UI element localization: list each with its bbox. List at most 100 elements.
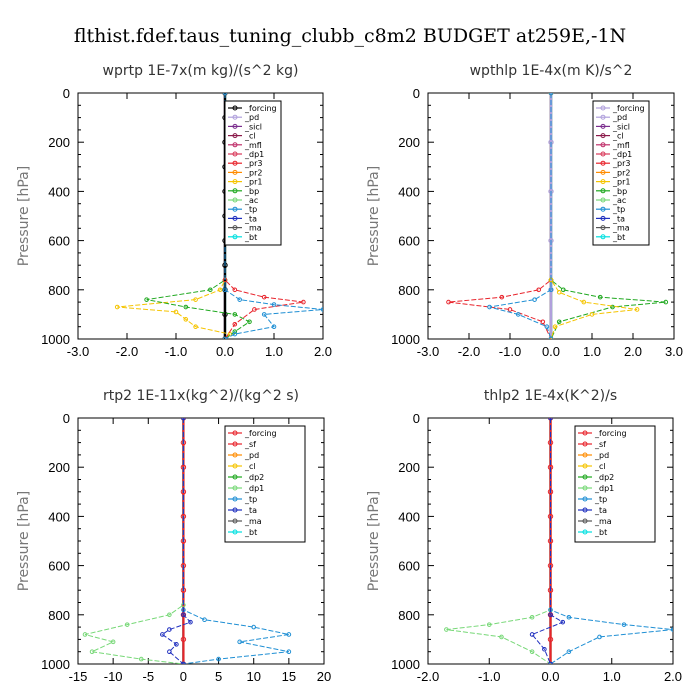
x-tick-label: 0.0 xyxy=(542,344,560,359)
legend-label: _bp xyxy=(244,187,259,196)
data-point xyxy=(124,622,130,627)
legend-label: _tp xyxy=(244,495,257,504)
data-point xyxy=(188,619,193,625)
data-point xyxy=(183,304,189,310)
legend-marker xyxy=(232,507,238,513)
data-point xyxy=(634,307,640,312)
x-tick-label: -2.0 xyxy=(458,344,480,359)
legend-label: _cl xyxy=(594,462,606,471)
legend-label: _ma xyxy=(244,224,262,233)
legend-label: _forcing xyxy=(594,429,627,438)
data-point xyxy=(286,632,292,637)
series-line-pr1 xyxy=(117,93,231,339)
data-point xyxy=(208,287,213,293)
legend-label: _dp1 xyxy=(594,484,614,493)
series-line-pr1 xyxy=(550,93,638,339)
data-point xyxy=(548,336,554,339)
data-point xyxy=(222,336,228,339)
series-layer xyxy=(82,418,292,664)
series-layer xyxy=(444,418,673,664)
x-tick-label: -1.0 xyxy=(478,669,500,684)
data-point xyxy=(232,329,238,334)
legend-label: _bt xyxy=(244,528,257,537)
x-tick-label: 0.0 xyxy=(216,344,234,359)
x-tick-label: -1.0 xyxy=(165,344,187,359)
data-point xyxy=(222,93,228,96)
legend-label: _dp1 xyxy=(244,484,264,493)
legend-marker xyxy=(232,142,238,148)
series-layer xyxy=(446,93,669,339)
legend-marker xyxy=(600,225,606,231)
legend-label: _pd xyxy=(594,451,609,460)
x-tick-label: -15 xyxy=(69,669,88,684)
legend-label: _bt xyxy=(594,528,607,537)
data-point xyxy=(193,297,198,302)
x-tick-label: 3.0 xyxy=(665,344,683,359)
legend-label: _bt xyxy=(244,233,257,242)
y-tick-label: 1000 xyxy=(41,332,70,347)
series-line-bp xyxy=(550,93,666,339)
legend-marker xyxy=(600,123,606,129)
data-point xyxy=(547,636,554,643)
series-line-pr3 xyxy=(224,93,304,339)
legend-marker xyxy=(232,105,238,111)
y-axis-label: Pressure [hPa] xyxy=(16,166,32,266)
legend-label: _sf xyxy=(244,440,256,449)
data-point xyxy=(271,324,277,330)
data-point xyxy=(499,634,504,640)
legend-label: _pd xyxy=(244,451,259,460)
legend-label: _ta xyxy=(594,506,607,515)
data-point xyxy=(663,299,669,305)
legend-box xyxy=(224,425,306,543)
legend-label: _sicl xyxy=(612,122,630,131)
legend-label: _ta xyxy=(612,214,625,223)
y-axis-label: Pressure [hPa] xyxy=(366,491,382,591)
legend-marker xyxy=(600,142,606,148)
y-tick-label: 800 xyxy=(48,283,70,298)
legend-marker xyxy=(232,169,238,175)
y-tick-label: 1000 xyxy=(391,657,420,672)
y-tick-label: 0 xyxy=(63,86,70,101)
x-tick-label: 2.0 xyxy=(664,669,682,684)
y-tick-label: 800 xyxy=(48,608,70,623)
panel-3: rtp2 1E-11x(kg^2)/(kg^2 s) Pressure [hPa]… xyxy=(16,388,331,684)
data-point xyxy=(174,642,179,647)
data-point xyxy=(548,93,554,96)
y-tick-label: 800 xyxy=(398,608,420,623)
legend-marker xyxy=(232,225,238,231)
data-point xyxy=(507,307,513,312)
legend-marker xyxy=(232,441,238,447)
legend-marker xyxy=(600,151,606,157)
legend-marker xyxy=(600,188,606,194)
legend-marker xyxy=(232,133,238,139)
legend-marker xyxy=(600,114,606,120)
x-tick-label: 1.0 xyxy=(583,344,601,359)
data-point xyxy=(167,612,172,618)
data-point xyxy=(597,294,603,300)
data-point xyxy=(560,619,566,625)
legend-label: _bp xyxy=(612,187,627,196)
series-line-dp1 xyxy=(446,418,551,664)
data-point xyxy=(320,307,323,312)
legend-label: _dp2 xyxy=(244,473,264,482)
x-tick-label: 15 xyxy=(282,669,296,684)
data-point xyxy=(237,297,242,302)
legend-marker xyxy=(232,151,238,157)
x-tick-label: 10 xyxy=(246,669,260,684)
legend-label: _ac xyxy=(612,196,626,205)
y-tick-label: 0 xyxy=(413,86,420,101)
data-point xyxy=(552,324,558,330)
legend-marker xyxy=(582,518,588,524)
legend-box xyxy=(592,100,650,246)
data-point xyxy=(556,319,562,325)
data-point xyxy=(529,614,535,620)
x-tick-label: -3.0 xyxy=(417,344,439,359)
legend-label: _pr3 xyxy=(244,159,262,168)
data-point xyxy=(173,309,179,315)
data-point xyxy=(529,632,535,637)
legend-marker xyxy=(600,169,606,175)
legend-marker xyxy=(232,160,238,166)
panel-2: wpthlp 1E-4x(m K)/s^2 Pressure [hPa] 0 200 4… xyxy=(366,63,683,359)
series-line-ta xyxy=(161,418,192,664)
